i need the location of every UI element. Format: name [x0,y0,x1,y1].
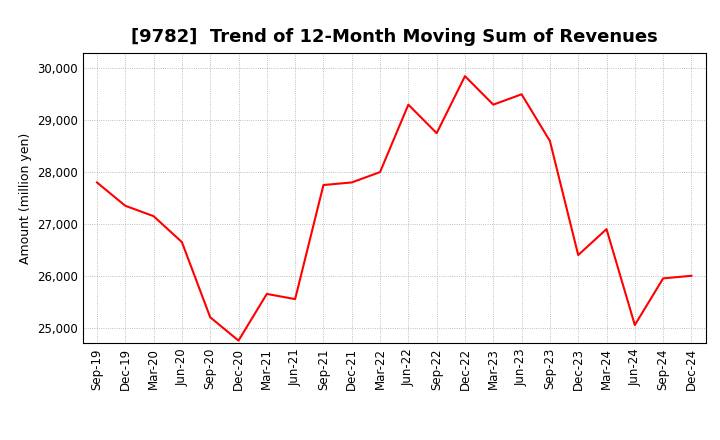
Y-axis label: Amount (million yen): Amount (million yen) [19,132,32,264]
Title: [9782]  Trend of 12-Month Moving Sum of Revenues: [9782] Trend of 12-Month Moving Sum of R… [131,28,657,46]
